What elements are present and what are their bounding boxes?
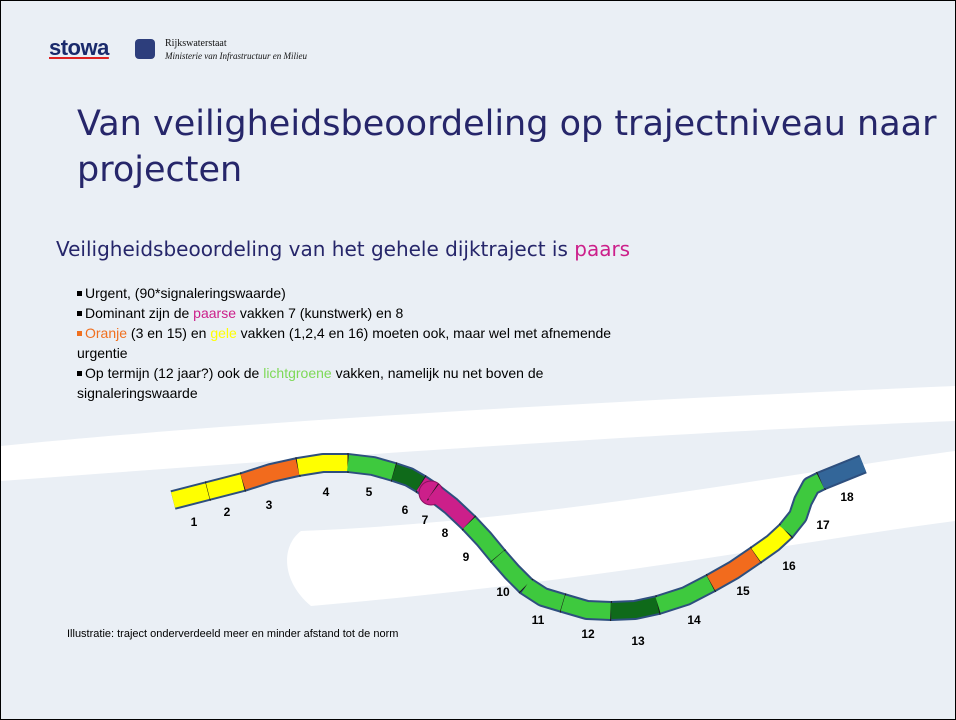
segment-label: 2 (224, 505, 231, 519)
segment-label: 3 (266, 498, 273, 512)
swoosh (287, 451, 955, 606)
dike-segment (560, 595, 612, 619)
segment-label: 16 (782, 559, 796, 573)
bullet: Oranje (3 en 15) en gele vakken (1,2,4 e… (77, 323, 637, 363)
text-run: Dominant zijn de (85, 305, 194, 321)
crest (135, 39, 155, 59)
text-run: vakken (1,2,4 en 16) moeten ook, maar we… (77, 325, 612, 361)
org: Rijkswaterstaat (165, 38, 227, 49)
text-run: vakken 7 (kunstwerk) en 8 (235, 305, 404, 321)
text-run: paars (574, 237, 631, 261)
text-run: Urgent, (90*signaleringswaarde) (85, 285, 286, 301)
dike-segment (171, 483, 210, 508)
dike-segment (391, 464, 426, 491)
logo: stowa (49, 35, 109, 60)
dike-segment (610, 597, 660, 619)
dike-segment (779, 473, 825, 536)
subtitle: Veiligheidsbeoordeling van het gehele di… (56, 237, 630, 261)
dike-segment (521, 579, 566, 611)
ministry: Ministerie van Infrastructuur en Milieu (165, 51, 307, 61)
segment-label: 12 (581, 627, 595, 641)
dike-segment (817, 456, 867, 489)
segment-label: 11 (532, 613, 545, 627)
text-run: vakken, namelijk nu net boven de signale… (77, 365, 544, 401)
segment-label: 14 (687, 613, 701, 627)
dike-segment (491, 550, 532, 592)
caption: Illustratie: traject onderverdeeld meer … (67, 628, 399, 640)
text-run: Op termijn (12 jaar?) ook de (85, 365, 264, 381)
dike-segment (206, 474, 245, 499)
text-run: paarse (193, 305, 236, 321)
segment-label: 1 (191, 515, 198, 529)
segment-label: 18 (840, 490, 854, 504)
segment-label: 9 (463, 550, 470, 564)
bullet: Urgent, (90*signaleringswaarde) (77, 283, 637, 303)
segment-label: 6 (402, 503, 409, 517)
dike-segment (240, 459, 300, 490)
segment-label: 4 (323, 485, 330, 499)
dike-segment (296, 455, 348, 475)
text-run: (3 en 15) en (127, 325, 211, 341)
dike-segment (751, 525, 792, 562)
title: Van veiligheidsbeoordeling op trajectniv… (77, 104, 937, 190)
text-run: gele (210, 325, 237, 341)
segment-label: 15 (736, 584, 750, 598)
text-run: lichtgroene (263, 365, 332, 381)
dike-segment (347, 455, 397, 480)
segment-label: 8 (442, 526, 449, 540)
segment-label: 7 (422, 513, 429, 527)
dike-segment (707, 548, 761, 590)
swoosh (1, 386, 955, 481)
text-run: Oranje (85, 325, 128, 341)
bullet: Dominant zijn de paarse vakken 7 (kunstw… (77, 303, 637, 323)
bullet: Op termijn (12 jaar?) ook de lichtgroene… (77, 363, 637, 403)
dike-segment (463, 517, 505, 562)
segment-label: 13 (631, 634, 645, 648)
text-run: Veiligheidsbeoordeling van het gehele di… (56, 237, 575, 261)
dike-segment (655, 575, 715, 613)
segment-label: 10 (496, 585, 510, 599)
bullet-list: Urgent, (90*signaleringswaarde) Dominant … (77, 283, 637, 403)
segment-label: 17 (816, 518, 830, 532)
dike-segment (428, 485, 475, 529)
segment-label: 5 (366, 485, 373, 499)
